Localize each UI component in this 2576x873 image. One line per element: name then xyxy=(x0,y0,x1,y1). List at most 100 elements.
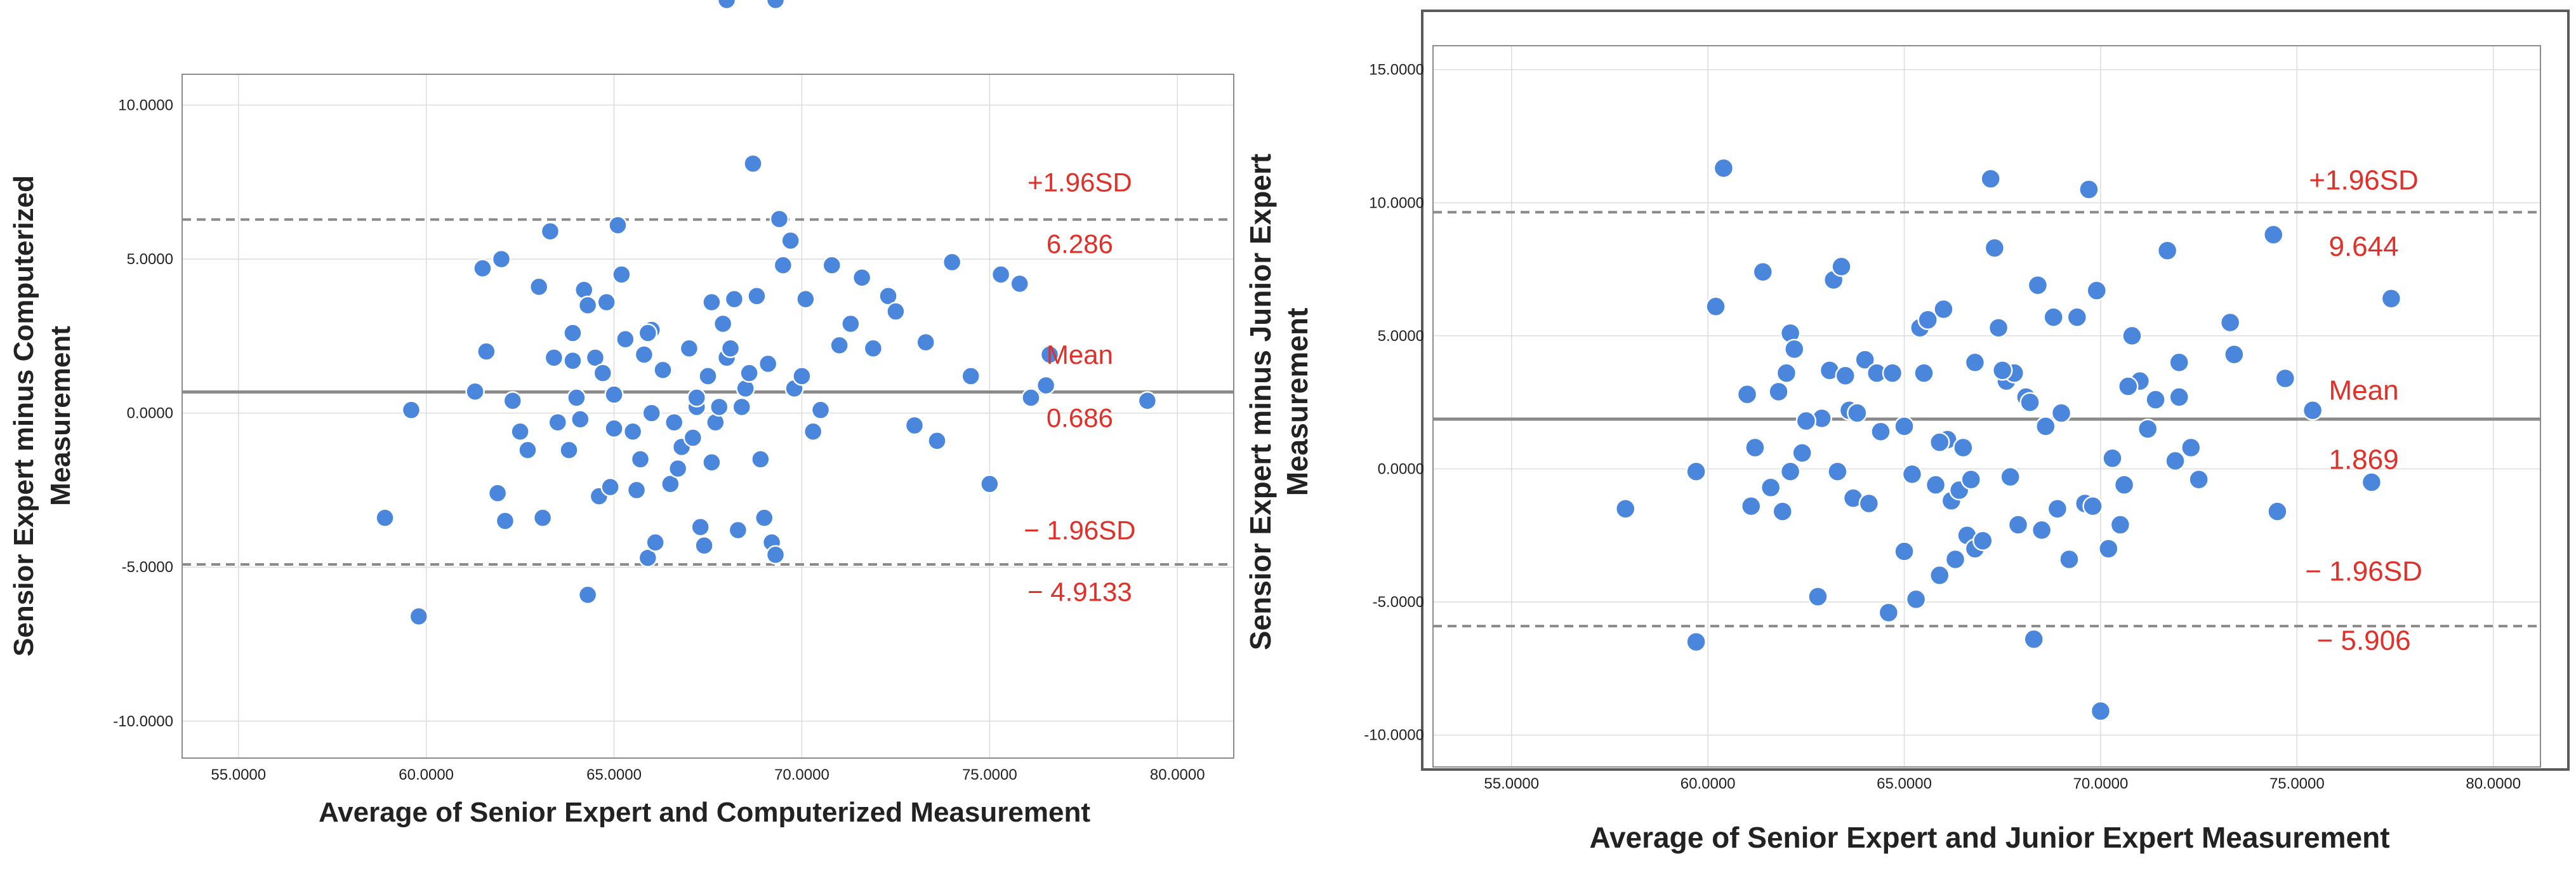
data-point xyxy=(2188,469,2209,490)
data-point xyxy=(2019,392,2040,413)
data-point xyxy=(961,366,981,386)
data-point xyxy=(593,363,613,383)
data-point xyxy=(2007,514,2029,535)
data-point xyxy=(510,422,530,442)
data-point xyxy=(2023,629,2045,650)
data-point xyxy=(724,289,744,309)
outer-frame xyxy=(1421,10,2570,771)
data-point xyxy=(491,249,512,269)
y-tick-label: 10.0000 xyxy=(118,97,173,114)
x-axis-label: Average of Senior Expert and Computerize… xyxy=(319,797,1090,828)
data-point xyxy=(2275,368,2296,389)
data-point xyxy=(401,400,421,420)
data-point xyxy=(916,332,935,352)
data-point xyxy=(1615,498,1636,519)
data-point xyxy=(1713,157,1734,179)
data-point xyxy=(1835,365,1856,387)
data-point xyxy=(863,338,883,359)
data-point xyxy=(630,450,651,469)
x-tick-label: 55.0000 xyxy=(211,766,266,783)
data-point xyxy=(375,508,395,528)
data-point xyxy=(578,295,598,316)
annotation-label: − 1.96SD xyxy=(1024,516,1135,545)
annotation-label: − 4.9133 xyxy=(1027,577,1132,607)
data-point xyxy=(532,508,553,528)
data-point xyxy=(1992,360,2013,381)
data-point xyxy=(1953,437,1974,458)
data-point xyxy=(2066,307,2088,328)
data-point xyxy=(571,410,590,429)
data-point xyxy=(728,520,748,540)
data-point xyxy=(980,474,1000,494)
data-point xyxy=(2031,519,2052,541)
data-point xyxy=(544,348,564,368)
data-point xyxy=(1913,363,1934,383)
data-point xyxy=(1984,237,2005,258)
data-point xyxy=(751,450,770,469)
data-point xyxy=(608,215,628,235)
data-point xyxy=(2090,700,2111,722)
x-tick-label: 60.0000 xyxy=(399,766,454,783)
data-point xyxy=(683,428,703,448)
chart-computerized: 55.0000 60.0000 65.0000 70.0000 75.0000 80.00… xyxy=(8,0,1234,828)
data-point xyxy=(2082,495,2103,517)
data-point xyxy=(2361,472,2382,493)
data-point xyxy=(1768,381,1789,403)
data-point xyxy=(1945,549,1966,570)
data-point xyxy=(769,209,789,229)
data-point xyxy=(638,548,658,568)
data-point xyxy=(597,292,616,312)
data-point xyxy=(2267,501,2288,522)
y-tick-label: 10.0000 xyxy=(1369,194,1424,211)
data-point xyxy=(927,431,947,451)
data-point xyxy=(2051,403,2072,423)
data-point xyxy=(1752,262,1774,283)
data-point xyxy=(1964,352,1986,373)
data-point xyxy=(1870,421,1891,443)
data-point xyxy=(634,345,654,364)
y-tick-label: -5.0000 xyxy=(122,559,173,576)
data-point xyxy=(2224,344,2245,365)
data-point xyxy=(668,458,688,479)
data-point xyxy=(1740,495,1762,517)
data-point xyxy=(1894,416,1915,437)
data-point xyxy=(559,440,579,460)
data-point xyxy=(495,511,515,531)
data-point xyxy=(765,0,786,10)
data-point xyxy=(755,508,774,528)
data-point xyxy=(2102,448,2123,469)
y-tick-label: -5.0000 xyxy=(1373,594,1424,611)
x-tick-label: 75.0000 xyxy=(2269,775,2325,792)
data-point xyxy=(1792,443,1813,463)
data-point xyxy=(878,286,898,306)
data-point xyxy=(638,323,658,343)
data-point xyxy=(1772,501,1793,522)
data-point xyxy=(2262,224,2284,245)
data-point xyxy=(2302,400,2323,421)
data-point xyxy=(409,606,429,627)
y-axis-label: Sensior Expert minus Junior Expert xyxy=(1244,154,1277,650)
data-point xyxy=(616,329,635,349)
data-point xyxy=(1760,477,1781,498)
data-point xyxy=(732,397,752,417)
data-point xyxy=(487,483,508,503)
x-tick-label: 70.0000 xyxy=(2073,775,2129,792)
x-tick-label: 80.0000 xyxy=(1150,766,1205,783)
data-point xyxy=(2118,376,2139,397)
data-point xyxy=(713,314,733,334)
x-tick-label: 55.0000 xyxy=(1484,775,1539,792)
data-point xyxy=(829,335,849,356)
y-tick-label: 0.0000 xyxy=(1378,461,1424,478)
data-point xyxy=(904,415,925,436)
data-point xyxy=(1960,469,1981,490)
data-point xyxy=(653,360,673,380)
data-point xyxy=(1010,274,1029,294)
data-point xyxy=(1831,256,1852,277)
data-point xyxy=(1933,298,1954,320)
data-point xyxy=(529,277,549,297)
data-point xyxy=(991,265,1011,284)
data-point xyxy=(2165,450,2186,472)
annotation-label: − 1.96SD xyxy=(2305,556,2422,587)
y-tick-label: 5.0000 xyxy=(1378,328,1424,345)
chart-junior-expert: 55.0000 60.0000 65.0000 70.0000 75.0000 80.00… xyxy=(1244,10,2570,854)
